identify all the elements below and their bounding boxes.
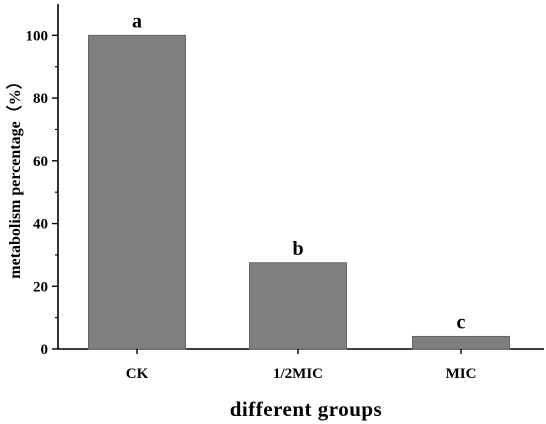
x-axis-label: different groups [230,397,382,421]
significance-label: b [292,238,303,260]
significance-label: c [457,311,466,333]
x-tick-label: 1/2MIC [273,366,323,382]
y-ticks: 0 20 40 60 80 100 [26,28,58,358]
bar-mic [412,335,510,350]
y-tick-label: 60 [33,154,48,170]
y-tick-label: 80 [33,91,48,107]
x-tick-label: MIC [446,366,477,382]
bars [88,34,510,350]
bar-ck [88,34,186,350]
y-tick-label: 40 [33,217,48,233]
bar-1-2mic [249,262,347,350]
significance-labels: a b c [132,10,466,333]
y-tick-label: 20 [33,279,48,295]
y-tick-label: 0 [41,342,49,358]
x-tick-label: CK [126,366,149,382]
y-axis-label: metabolism percentage（%） [6,73,24,278]
y-tick-label: 100 [26,28,49,44]
x-tick-labels: CK 1/2MIC MIC [126,349,477,382]
significance-label: a [132,10,142,32]
